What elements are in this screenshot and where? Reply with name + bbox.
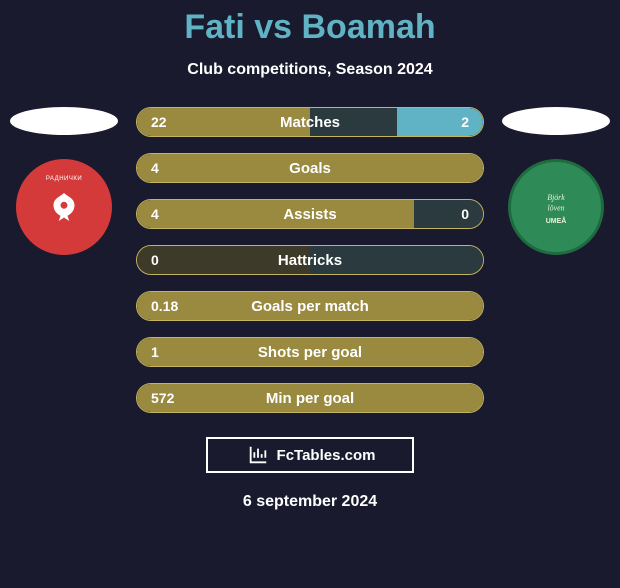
stat-label: Min per goal xyxy=(266,390,354,407)
page-title: Fati vs Boamah xyxy=(0,8,620,47)
left-avatar-placeholder xyxy=(10,107,118,135)
left-player-col: РАДНИЧКИ xyxy=(10,107,118,255)
comparison-panel: РАДНИЧКИ 22 Matches 2 4 Goals 4 Assists 0 0 Hattr… xyxy=(0,107,620,413)
stat-left-value: 0 xyxy=(151,252,159,268)
stat-row: 1 Shots per goal xyxy=(136,337,484,367)
right-team-badge: Björk löven UMEÅ xyxy=(508,159,604,255)
stat-right-value: 0 xyxy=(461,206,469,222)
right-avatar-placeholder xyxy=(502,107,610,135)
chart-icon xyxy=(245,444,271,466)
left-team-badge: РАДНИЧКИ xyxy=(16,159,112,255)
stat-right-value: 2 xyxy=(461,114,469,130)
subtitle: Club competitions, Season 2024 xyxy=(0,61,620,79)
stat-row: 0.18 Goals per match xyxy=(136,291,484,321)
stat-label: Matches xyxy=(280,114,340,131)
stat-row: 22 Matches 2 xyxy=(136,107,484,137)
stat-left-value: 22 xyxy=(151,114,167,130)
stat-left-value: 0.18 xyxy=(151,298,178,314)
left-badge-text: РАДНИЧКИ xyxy=(41,176,87,182)
stats-list: 22 Matches 2 4 Goals 4 Assists 0 0 Hattricks 0.18 G… xyxy=(136,107,484,413)
fctables-logo[interactable]: FcTables.com xyxy=(206,437,414,473)
stat-label: Assists xyxy=(283,206,336,223)
svg-text:UMEÅ: UMEÅ xyxy=(546,216,567,225)
stat-label: Shots per goal xyxy=(258,344,362,361)
stat-label: Goals per match xyxy=(251,298,369,315)
svg-text:Björk: Björk xyxy=(547,193,565,202)
right-player-col: Björk löven UMEÅ xyxy=(502,107,610,255)
stat-left-value: 4 xyxy=(151,206,159,222)
svg-text:löven: löven xyxy=(547,204,564,213)
stat-row: 4 Assists 0 xyxy=(136,199,484,229)
logo-text: FcTables.com xyxy=(277,447,376,464)
stat-row: 572 Min per goal xyxy=(136,383,484,413)
stat-label: Goals xyxy=(289,160,331,177)
stat-row: 4 Goals xyxy=(136,153,484,183)
stat-left-value: 1 xyxy=(151,344,159,360)
stat-row: 0 Hattricks xyxy=(136,245,484,275)
stat-left-value: 4 xyxy=(151,160,159,176)
date-label: 6 september 2024 xyxy=(0,493,620,511)
eagle-icon xyxy=(43,186,85,228)
stat-label: Hattricks xyxy=(278,252,342,269)
stat-left-value: 572 xyxy=(151,390,174,406)
lion-icon: Björk löven UMEÅ xyxy=(528,179,584,235)
